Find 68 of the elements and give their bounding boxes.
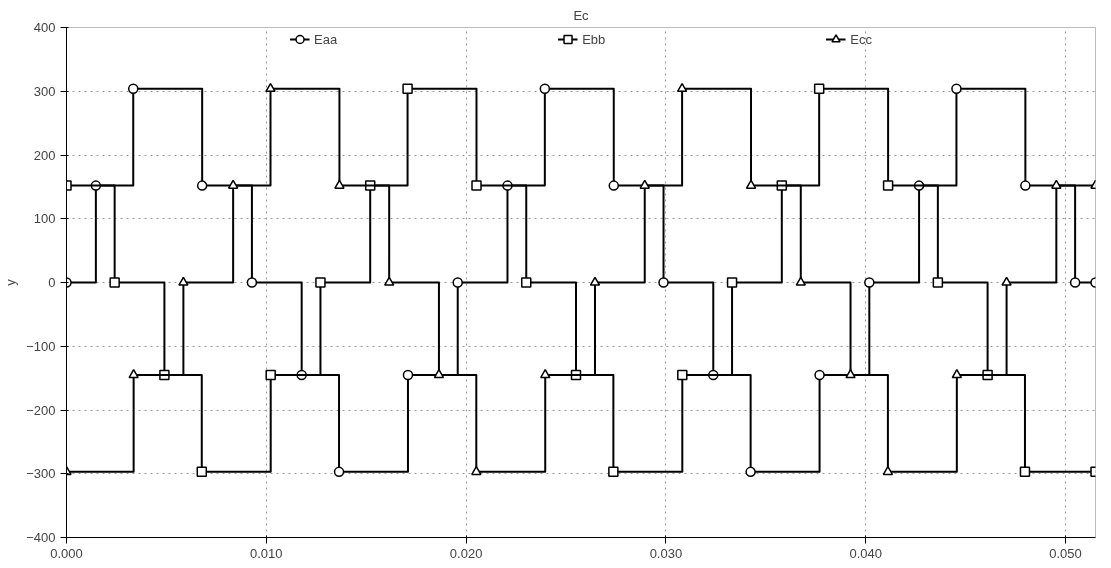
point bbox=[539, 83, 551, 94]
x-tick-label: 0.030 bbox=[649, 545, 683, 561]
point bbox=[1001, 276, 1012, 286]
point bbox=[639, 179, 650, 189]
point bbox=[452, 277, 463, 288]
point bbox=[539, 368, 551, 379]
point bbox=[608, 180, 620, 191]
legend-label: Eaa bbox=[314, 31, 338, 47]
y-axis-title: y bbox=[3, 278, 19, 286]
legend-label: Ebb bbox=[582, 31, 606, 47]
point bbox=[745, 466, 756, 478]
point bbox=[951, 83, 962, 94]
point bbox=[745, 179, 757, 189]
x-tick-label: 0.020 bbox=[449, 545, 483, 561]
point bbox=[608, 466, 619, 478]
point bbox=[1069, 277, 1081, 288]
point bbox=[1019, 466, 1031, 478]
y-tick-label: −100 bbox=[26, 338, 56, 354]
point bbox=[1051, 179, 1062, 189]
point bbox=[676, 82, 688, 93]
y-tick-label: −200 bbox=[26, 402, 56, 418]
point bbox=[246, 277, 258, 288]
y-tick-label: 0 bbox=[48, 275, 56, 290]
y-tick-label: 300 bbox=[33, 83, 56, 99]
point bbox=[795, 276, 807, 286]
chart-title: Ec bbox=[573, 7, 590, 23]
x-tick-label: 0.000 bbox=[50, 545, 83, 561]
x-tick-label: 0.050 bbox=[1049, 545, 1082, 561]
x-tick-label: 0.010 bbox=[250, 545, 283, 561]
y-tick-label: 100 bbox=[33, 211, 56, 227]
point bbox=[402, 83, 413, 94]
point bbox=[109, 277, 120, 288]
point bbox=[402, 369, 414, 381]
point bbox=[227, 179, 239, 189]
point bbox=[882, 180, 894, 191]
legend-label: Ecc bbox=[850, 31, 872, 47]
point bbox=[814, 369, 825, 381]
point bbox=[315, 277, 326, 288]
point bbox=[265, 369, 276, 381]
point bbox=[265, 82, 276, 93]
point bbox=[521, 277, 532, 288]
x-tick-label: 0.040 bbox=[849, 545, 882, 561]
point bbox=[127, 83, 139, 94]
point bbox=[471, 465, 482, 476]
y-tick-label: −400 bbox=[26, 530, 56, 545]
point bbox=[882, 465, 894, 476]
point bbox=[658, 277, 669, 288]
y-tick-label: 200 bbox=[33, 147, 56, 163]
point bbox=[813, 83, 825, 94]
point bbox=[932, 277, 944, 288]
point bbox=[677, 369, 688, 381]
point bbox=[196, 180, 208, 191]
point bbox=[128, 368, 139, 379]
point bbox=[433, 368, 445, 379]
point bbox=[589, 276, 601, 286]
point bbox=[333, 466, 345, 478]
point bbox=[845, 368, 856, 379]
y-tick-label: −300 bbox=[26, 466, 56, 482]
point bbox=[383, 276, 395, 286]
point bbox=[334, 179, 345, 189]
point bbox=[196, 466, 208, 478]
point bbox=[726, 277, 738, 288]
y-tick-label: 400 bbox=[33, 20, 56, 35]
point bbox=[864, 277, 875, 288]
point bbox=[471, 180, 482, 191]
point bbox=[178, 276, 189, 286]
point bbox=[1020, 180, 1031, 191]
point bbox=[951, 368, 963, 379]
